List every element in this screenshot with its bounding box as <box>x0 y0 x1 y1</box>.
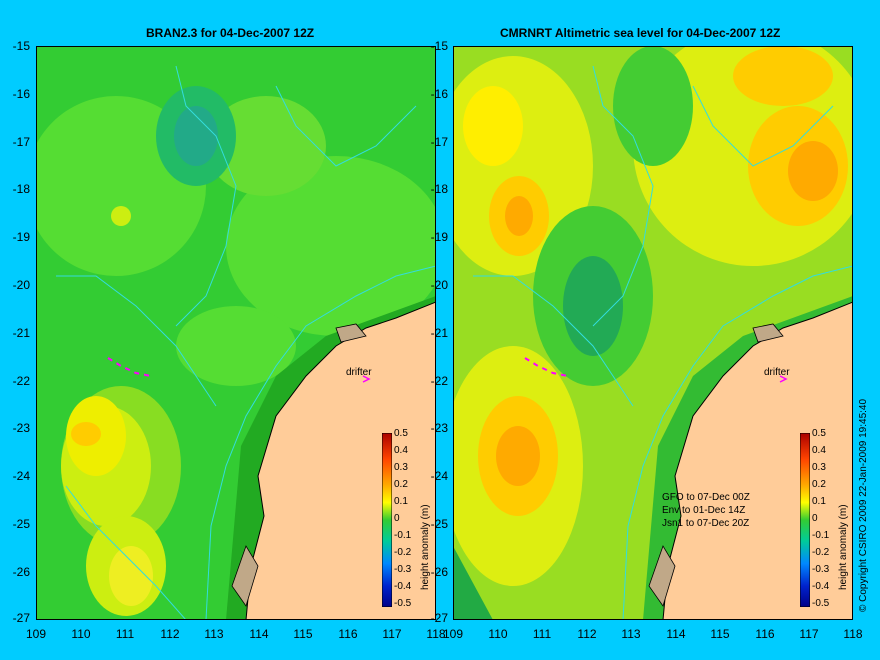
y-tick: -26 <box>430 565 448 579</box>
copyright-credit: © Copyright CSIRO 2009 22-Jan-2009 19:45… <box>858 398 869 612</box>
x-tick: 117 <box>382 627 402 641</box>
right-colorbar-title: height anomaly (m) <box>838 504 849 590</box>
x-tick: 114 <box>666 627 686 641</box>
y-tick: -22 <box>12 374 30 388</box>
cbar-label: -0.3 <box>394 564 412 575</box>
cbar-label: -0.5 <box>394 598 412 609</box>
cbar-label: -0.3 <box>812 564 830 575</box>
cbar-label: 0.2 <box>394 479 408 490</box>
right-colorbar <box>800 433 810 607</box>
cbar-label: 0.2 <box>812 479 826 490</box>
drifter-marker <box>779 375 788 383</box>
y-tick: -17 <box>430 135 448 149</box>
y-tick: -20 <box>430 278 448 292</box>
y-tick: -21 <box>12 326 30 340</box>
x-tick: 112 <box>577 627 597 641</box>
y-tick: -23 <box>430 421 448 435</box>
y-tick: -18 <box>430 182 448 196</box>
y-tick: -25 <box>430 517 448 531</box>
drifter-marker <box>362 375 371 383</box>
y-tick: -27 <box>12 611 30 625</box>
cbar-label: 0.3 <box>812 462 826 473</box>
x-tick: 111 <box>532 627 552 641</box>
x-tick: 116 <box>338 627 358 641</box>
y-tick: -18 <box>12 182 30 196</box>
right-map <box>453 46 853 620</box>
y-tick: -26 <box>12 565 30 579</box>
y-tick: -17 <box>12 135 30 149</box>
drifter-track <box>524 357 569 377</box>
x-tick: 118 <box>843 627 863 641</box>
y-tick: -15 <box>12 39 30 53</box>
y-tick: -24 <box>12 469 30 483</box>
left-drifter-label: drifter <box>346 367 372 378</box>
x-tick: 116 <box>755 627 775 641</box>
y-tick: -25 <box>12 517 30 531</box>
x-tick: 111 <box>115 627 135 641</box>
y-tick: -20 <box>12 278 30 292</box>
x-tick: 113 <box>621 627 641 641</box>
cbar-label: -0.1 <box>812 530 830 541</box>
y-tick: -22 <box>430 374 448 388</box>
x-tick: 109 <box>442 627 464 641</box>
cbar-label: 0 <box>394 513 400 524</box>
left-colorbar <box>382 433 392 607</box>
cbar-label: 0.4 <box>812 445 826 456</box>
right-drifter-label: drifter <box>764 367 790 378</box>
cbar-label: -0.1 <box>394 530 412 541</box>
x-tick: 115 <box>293 627 313 641</box>
cbar-label: -0.5 <box>812 598 830 609</box>
left-panel-title: BRAN2.3 for 04-Dec-2007 12Z <box>146 26 315 40</box>
cbar-label: 0.3 <box>394 462 408 473</box>
x-tick: 117 <box>799 627 819 641</box>
y-tick: -19 <box>12 230 30 244</box>
y-tick: -23 <box>12 421 30 435</box>
y-tick: -27 <box>430 611 448 625</box>
cbar-label: 0.5 <box>812 428 826 439</box>
x-tick: 110 <box>488 627 508 641</box>
sat-line: Env to 01-Dec 14Z <box>662 505 746 516</box>
x-tick: 110 <box>71 627 91 641</box>
y-tick: -24 <box>430 469 448 483</box>
cbar-label: 0.4 <box>394 445 408 456</box>
x-tick: 115 <box>710 627 730 641</box>
left-map <box>36 46 436 620</box>
x-tick: 109 <box>25 627 47 641</box>
y-tick: -16 <box>12 87 30 101</box>
cbar-label: -0.2 <box>812 547 830 558</box>
y-tick: -16 <box>430 87 448 101</box>
cbar-label: 0.1 <box>812 496 826 507</box>
x-tick: 113 <box>204 627 224 641</box>
y-tick: -15 <box>430 39 448 53</box>
drifter-track <box>107 357 152 377</box>
sat-line: GFO to 07-Dec 00Z <box>662 492 750 503</box>
cbar-label: 0 <box>812 513 818 524</box>
x-tick: 112 <box>160 627 180 641</box>
cbar-label: 0.5 <box>394 428 408 439</box>
cbar-label: 0.1 <box>394 496 408 507</box>
sat-line: Jsn1 to 07-Dec 20Z <box>662 518 750 529</box>
x-tick: 118 <box>426 627 446 641</box>
x-tick: 114 <box>249 627 269 641</box>
cbar-label: -0.4 <box>812 581 830 592</box>
right-panel-title: CMRNRT Altimetric sea level for 04-Dec-2… <box>500 26 781 40</box>
y-tick: -19 <box>430 230 448 244</box>
cbar-label: -0.4 <box>394 581 412 592</box>
y-tick: -21 <box>430 326 448 340</box>
cbar-label: -0.2 <box>394 547 412 558</box>
